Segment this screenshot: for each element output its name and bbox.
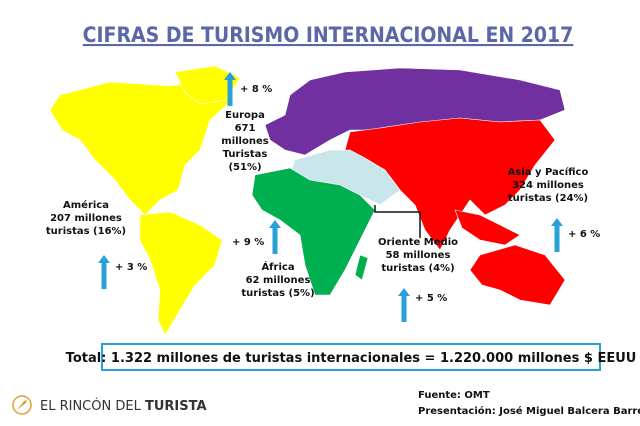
region-label-line: 58 millones (386, 250, 451, 261)
growth-arrow (224, 72, 236, 106)
growth-arrow (398, 288, 410, 322)
growth-arrow (551, 218, 563, 252)
madagascar (354, 254, 369, 281)
australia (469, 244, 566, 306)
greenland (174, 65, 241, 105)
region-label-line: 671 (235, 123, 256, 134)
region-label-line: África (261, 260, 294, 273)
logo-needle (17, 400, 27, 410)
africa (251, 167, 376, 296)
growth-label: + 9 % (232, 237, 264, 248)
region-label-line: Turistas (223, 149, 268, 160)
region-label-line: Oriente Medio (378, 237, 458, 248)
growth-label: + 8 % (240, 84, 272, 95)
region-label-line: turistas (4%) (381, 263, 454, 274)
growth-label: + 5 % (415, 293, 447, 304)
region-label-line: Europa (225, 110, 265, 121)
growth-label: + 3 % (115, 262, 147, 273)
southeast-asia (454, 209, 521, 246)
growth-label: + 6 % (568, 229, 600, 240)
region-label-line: (51%) (228, 162, 261, 173)
growth-arrow (98, 255, 110, 289)
region-label-line: América (63, 199, 109, 211)
region-label-line: turistas (24%) (508, 193, 588, 204)
logo-brand: TURISTA (145, 399, 207, 414)
region-labels: Europa 671 millones Turistas (51%) + 8 % Améri… (46, 72, 600, 322)
map (49, 65, 566, 336)
region-label-line: millones (221, 136, 268, 147)
middle-east-pointer (374, 205, 421, 238)
region-label-line: 207 millones (50, 213, 122, 224)
title: CIFRAS DE TURISMO INTERNACIONAL EN 2017 (83, 23, 574, 47)
region-label-line: turistas (5%) (241, 288, 314, 299)
region-label-line: 62 millones (246, 275, 311, 286)
logo-text: EL RINCÓN DEL TURISTA (40, 398, 207, 414)
source: Fuente: OMT (418, 390, 490, 401)
logo-prefix: EL RINCÓN DEL (40, 398, 142, 414)
south-america (139, 211, 223, 336)
logo: EL RINCÓN DEL TURISTA (12, 395, 207, 415)
region-label-line: Asia y Pacífico (508, 166, 589, 178)
total: Total: 1.322 millones de turistas intern… (66, 351, 637, 366)
logo-icon (12, 395, 32, 415)
region-label-line: turistas (16%) (46, 226, 126, 237)
region-label-line: 324 millones (512, 180, 584, 191)
presentation: Presentación: José Miguel Balcera Barrer… (418, 405, 640, 417)
growth-arrow (269, 220, 281, 254)
total-box (101, 343, 601, 371)
